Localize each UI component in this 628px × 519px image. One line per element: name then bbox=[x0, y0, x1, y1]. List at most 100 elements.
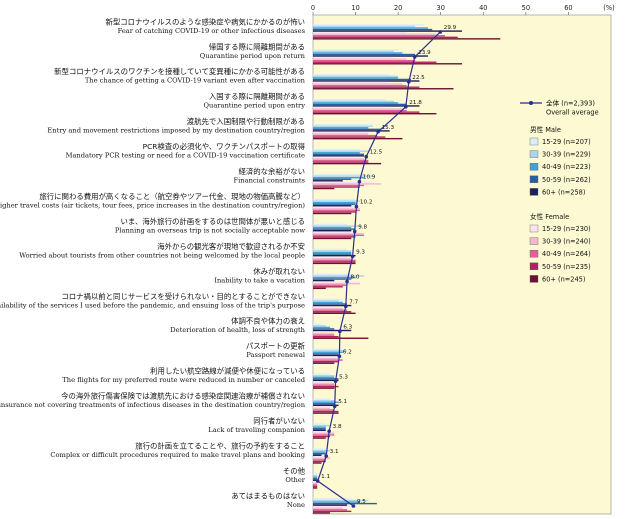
bar bbox=[313, 378, 339, 380]
bar bbox=[313, 350, 348, 352]
bar bbox=[313, 258, 352, 260]
overall-value-label: 9.8 bbox=[358, 225, 367, 231]
bar bbox=[313, 56, 394, 59]
overall-value-label: 6.2 bbox=[343, 349, 352, 355]
bar bbox=[313, 406, 331, 408]
overall-marker bbox=[412, 55, 417, 59]
overall-value-label: 7.7 bbox=[349, 299, 358, 305]
overall-marker bbox=[333, 379, 338, 384]
bar bbox=[313, 476, 318, 478]
overall-value-label: 23.9 bbox=[418, 50, 431, 56]
legend-series-label: 40-49 (n=264) bbox=[542, 250, 591, 258]
bar bbox=[313, 52, 403, 54]
bar bbox=[313, 198, 356, 201]
bar bbox=[313, 31, 407, 34]
bar bbox=[313, 83, 403, 85]
bar bbox=[313, 449, 331, 452]
bar bbox=[313, 161, 369, 163]
legend-overall-marker bbox=[529, 101, 533, 105]
bar bbox=[313, 482, 318, 484]
bar bbox=[313, 61, 437, 63]
bar bbox=[313, 60, 416, 62]
bar bbox=[313, 281, 360, 283]
bar bbox=[313, 479, 318, 481]
legend-swatch bbox=[529, 175, 539, 184]
category-label-jp: パスポートの更新 bbox=[246, 342, 306, 351]
bar bbox=[313, 279, 335, 282]
overall-value-label: 3.8 bbox=[333, 424, 342, 430]
bar bbox=[313, 336, 339, 338]
bar bbox=[313, 398, 331, 400]
bar bbox=[313, 275, 365, 277]
category-label-jp: 旅行に関わる費用が高くなること（航空券やツアー代金、現地の物価高騰など） bbox=[39, 192, 305, 201]
legend-overall-label: 全体 (n=2,393) bbox=[546, 99, 595, 108]
bar bbox=[313, 155, 365, 157]
bar bbox=[313, 178, 352, 180]
bar bbox=[313, 130, 390, 132]
bar bbox=[313, 434, 335, 436]
legend-swatch bbox=[529, 188, 539, 196]
legend-overall-label-en: Overall average bbox=[546, 109, 599, 117]
bar bbox=[313, 49, 399, 51]
bar bbox=[313, 326, 331, 329]
bar bbox=[313, 186, 360, 188]
legend-swatch bbox=[529, 150, 539, 158]
bar bbox=[313, 506, 356, 508]
bar bbox=[313, 387, 335, 389]
bar bbox=[313, 410, 339, 413]
bar bbox=[313, 287, 326, 290]
category-label-en: Planning an overseas trip is not sociall… bbox=[115, 226, 305, 234]
bar bbox=[313, 400, 335, 402]
bar bbox=[313, 28, 433, 31]
category-label-jp: 新型コロナウイルスのような感染症や病気にかかるのが怖い bbox=[105, 17, 305, 26]
bar bbox=[313, 105, 420, 107]
bar bbox=[313, 309, 348, 311]
x-tick-label: 30 bbox=[437, 4, 445, 12]
legend-swatch bbox=[529, 262, 539, 270]
bar bbox=[313, 211, 356, 213]
bar bbox=[313, 507, 343, 509]
x-axis: 0 10 20 30 40 50 60 (%) bbox=[311, 4, 615, 15]
category-label-en: Deterioration of health, loss of strengt… bbox=[170, 326, 305, 334]
bar bbox=[313, 457, 331, 460]
bar bbox=[313, 106, 386, 109]
bar bbox=[313, 159, 369, 162]
bar bbox=[313, 502, 377, 505]
overall-value-label: 10.9 bbox=[363, 175, 376, 181]
legend-swatch bbox=[529, 275, 539, 283]
bar bbox=[313, 473, 318, 475]
category-label-jp: 休みが取れない bbox=[253, 267, 305, 276]
x-tick-label: 50 bbox=[522, 4, 530, 12]
category-label-jp: 旅行の計画を立てることや、旅行の予約をすること bbox=[135, 441, 305, 450]
bar bbox=[313, 487, 318, 489]
bar bbox=[313, 209, 360, 212]
bar bbox=[313, 381, 331, 383]
bar bbox=[313, 225, 360, 227]
bar bbox=[313, 304, 352, 307]
bar bbox=[313, 153, 365, 155]
bar bbox=[313, 407, 331, 410]
bar bbox=[313, 254, 356, 257]
bar bbox=[313, 103, 407, 106]
bar bbox=[313, 306, 339, 308]
bar bbox=[313, 100, 394, 102]
legend-series-label: 30-39 (n=240) bbox=[542, 238, 591, 246]
bar bbox=[313, 203, 356, 205]
bar bbox=[313, 55, 428, 57]
bar bbox=[313, 509, 348, 511]
bar bbox=[313, 283, 360, 285]
bar bbox=[313, 150, 369, 152]
bar bbox=[313, 124, 373, 126]
bar bbox=[313, 379, 339, 382]
overall-marker bbox=[324, 454, 328, 458]
bar bbox=[313, 63, 462, 65]
category-label-en: Higher travel costs (air tickets, tour f… bbox=[0, 201, 305, 209]
legend-swatch bbox=[529, 249, 539, 258]
overall-value-label: 12.5 bbox=[370, 150, 383, 156]
bar bbox=[313, 286, 343, 288]
plot-background bbox=[312, 14, 612, 515]
bar bbox=[313, 462, 322, 464]
bar bbox=[313, 223, 348, 226]
bar bbox=[313, 356, 343, 358]
